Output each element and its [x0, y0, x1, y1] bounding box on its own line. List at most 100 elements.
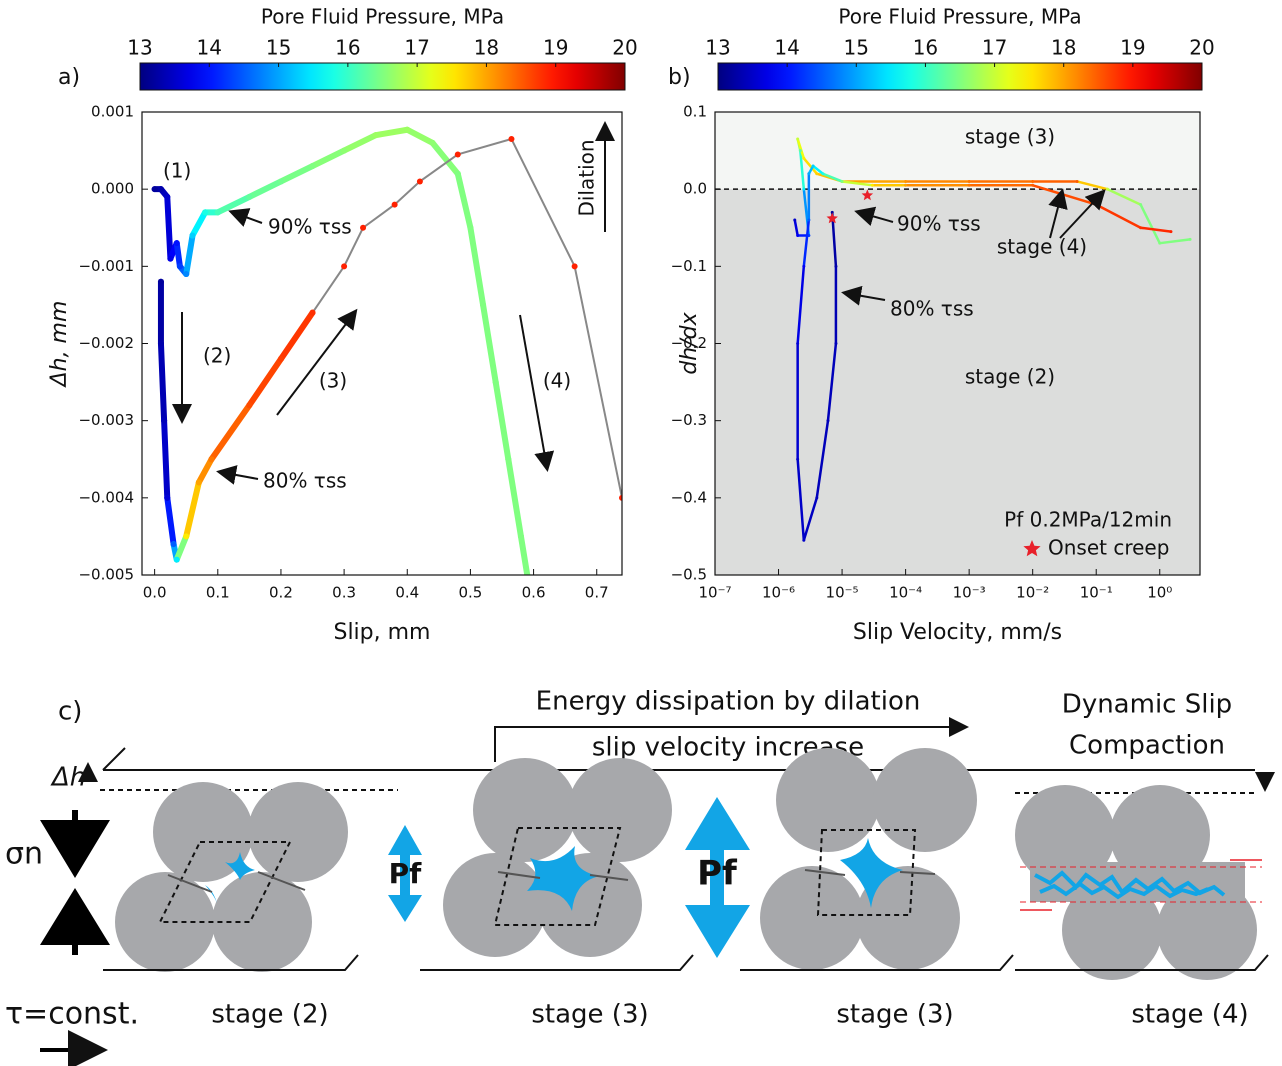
data-point: [1169, 230, 1173, 234]
series-segment: [214, 193, 253, 216]
colorbar-tick-label: 18: [474, 36, 499, 60]
grain-pack: [420, 758, 694, 971]
pf-arrow: [388, 825, 422, 922]
series-segment: [309, 147, 348, 170]
stage-label: stage (4): [1131, 1000, 1248, 1030]
data-point: [517, 533, 524, 540]
data-point: [202, 209, 209, 216]
data-point: [619, 494, 622, 501]
annotation-arrow: [276, 308, 358, 416]
annotation: (4): [543, 369, 571, 393]
annotation: 80% τss: [263, 469, 347, 493]
x-tick-label: 10⁻¹: [1080, 584, 1113, 602]
pf-arrow: [685, 797, 750, 958]
data-point: [161, 417, 168, 424]
series-segment: [1106, 187, 1142, 206]
data-point: [157, 186, 164, 193]
x-tick-label: 0.0: [143, 584, 167, 602]
data-point: [967, 183, 971, 187]
annotation: 90% τss: [268, 215, 352, 239]
series-segment: [246, 355, 284, 409]
series-segment: [802, 157, 819, 175]
series-segment: [429, 139, 461, 177]
colorbar-tick-label: 19: [543, 36, 568, 60]
annotation-arrow: [228, 208, 263, 227]
annotation: 80% τss: [890, 297, 974, 321]
x-tick-label: 10⁻⁵: [826, 584, 859, 602]
plot-area: [793, 137, 1192, 542]
y-tick-label: 0.0: [683, 180, 707, 198]
annotation: stage (2): [965, 365, 1055, 389]
arrow: [494, 717, 969, 762]
data-point: [416, 178, 423, 185]
data-point: [1139, 203, 1143, 207]
onset-marker: [861, 189, 874, 201]
series-segment: [811, 164, 825, 175]
data-point: [391, 201, 398, 208]
series-segment: [173, 533, 190, 563]
data-point: [508, 136, 515, 143]
annotation: (3): [319, 369, 347, 393]
data-point: [214, 209, 221, 216]
x-axis-label: Slip Velocity, mm/s: [853, 620, 1062, 645]
region-above: [715, 112, 1200, 190]
header: Energy dissipation by dilation: [536, 687, 921, 717]
series-segment: [372, 126, 411, 139]
grain-pack: [1015, 785, 1269, 980]
colorbar: [139, 62, 626, 91]
data-point: [830, 210, 834, 214]
series-segment: [492, 379, 512, 463]
series-segment: [815, 419, 830, 500]
x-tick-label: 10⁰: [1147, 584, 1172, 602]
series-segment: [799, 149, 806, 191]
sigma-label: σn: [5, 837, 43, 872]
series-segment: [840, 180, 874, 187]
series-segment: [802, 218, 811, 268]
colorbar-tick-label: 20: [612, 36, 637, 60]
stage-label: stage (2): [211, 1000, 328, 1030]
annotation: stage (4): [997, 235, 1087, 259]
x-tick-label: 10⁻³: [953, 584, 986, 602]
data-point: [821, 172, 825, 176]
data-point: [183, 271, 190, 278]
series-segment: [183, 232, 196, 278]
data-point: [802, 538, 806, 542]
series-segment: [802, 496, 819, 542]
header: Dynamic Slip: [1062, 690, 1232, 720]
colorbar-tick-label: 13: [705, 36, 730, 60]
data-point: [840, 179, 844, 183]
pf-label: Pf: [389, 857, 423, 890]
data-point: [246, 402, 253, 409]
stage-label: stage (3): [531, 1000, 648, 1030]
data-point: [1031, 179, 1035, 183]
data-point: [802, 156, 806, 160]
x-axis-label: Slip, mm: [333, 620, 430, 645]
colorbar-tick-label: 13: [127, 36, 152, 60]
data-point: [429, 139, 436, 146]
colorbar-tick-label: 14: [197, 36, 222, 60]
data-point: [524, 572, 531, 575]
stage-label: stage (3): [836, 1000, 953, 1030]
annotation: Pf 0.2MPa/12min: [1004, 508, 1172, 532]
data-point: [309, 309, 316, 316]
data-point: [904, 183, 908, 187]
data-point: [454, 151, 461, 158]
y-tick-label: −0.005: [78, 566, 134, 584]
diagram: c) Energy dissipation by dilation slip v…: [5, 687, 1275, 1066]
panel-label: b): [668, 65, 691, 90]
series-segment: [1075, 180, 1109, 191]
colorbar-tick-label: 16: [913, 36, 938, 60]
series-segment: [277, 163, 316, 185]
header: Compaction: [1069, 731, 1225, 761]
x-tick-label: 10⁻⁴: [889, 584, 922, 602]
series-segment: [454, 170, 474, 231]
x-tick-label: 0.7: [585, 584, 609, 602]
series-segment: [208, 402, 253, 463]
series-segment: [164, 494, 177, 548]
y-tick-label: −0.4: [671, 488, 707, 506]
panel-label: c): [58, 697, 82, 727]
data-point: [967, 179, 971, 183]
data-point: [195, 479, 202, 486]
data-point: [793, 218, 797, 222]
series-segment: [341, 132, 379, 154]
